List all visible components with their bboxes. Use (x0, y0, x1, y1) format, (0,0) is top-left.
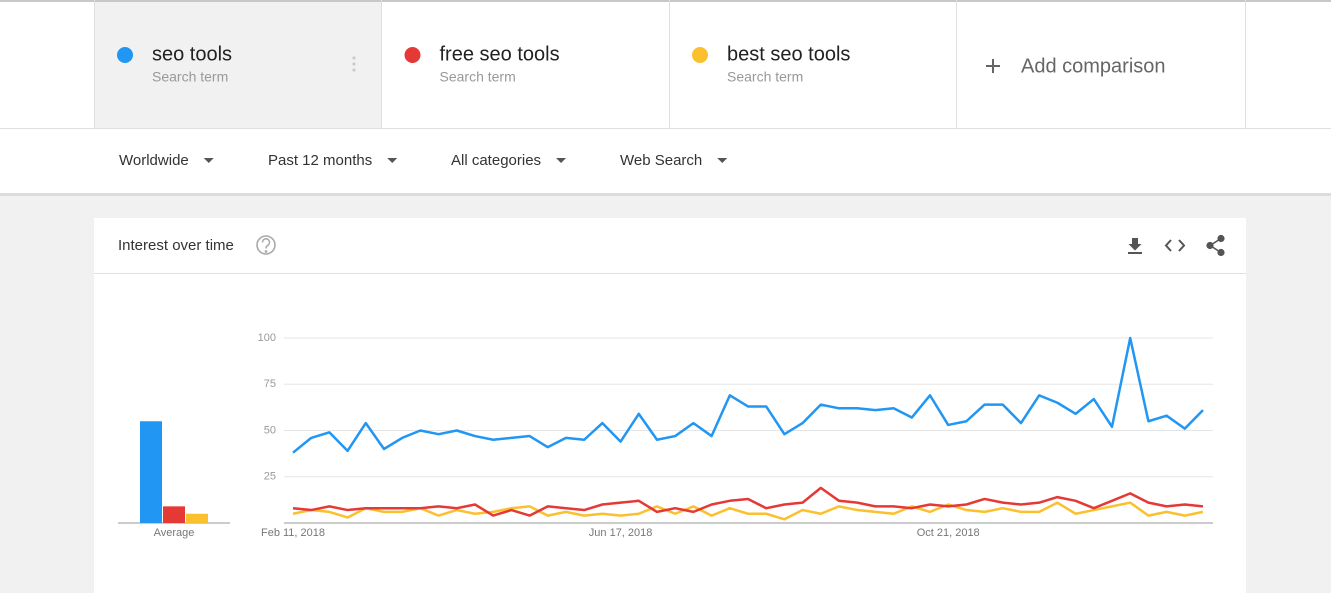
add-icon[interactable] (986, 59, 1000, 73)
dropdown-arrow (203, 158, 214, 163)
y-tick-label: 100 (258, 332, 276, 344)
term-dot (404, 47, 421, 63)
top-border (0, 0, 1331, 2)
term-dot (117, 47, 133, 63)
filter-dropdown[interactable]: Worldwide (119, 152, 189, 169)
term-type: Search term (727, 69, 803, 85)
filter-dropdown[interactable]: All categories (451, 152, 541, 169)
average-bar (140, 421, 162, 523)
average-bar (186, 513, 208, 523)
card (94, 218, 1246, 593)
y-tick-label: 75 (264, 378, 276, 390)
dropdown-arrow (717, 158, 728, 163)
average-label: Average (154, 527, 195, 539)
dropdown-arrow (556, 158, 567, 163)
term-name[interactable]: free seo tools (440, 43, 560, 65)
term-name[interactable]: seo tools (152, 43, 232, 65)
trend-line (292, 501, 1204, 521)
add-comparison[interactable]: Add comparison (1021, 55, 1166, 77)
x-tick-label: Jun 17, 2018 (589, 527, 653, 539)
trend-line (292, 336, 1204, 454)
average-bar (163, 506, 185, 523)
selected-term-cell (95, 2, 381, 128)
header-shadow (0, 193, 1331, 196)
y-tick-label: 50 (264, 424, 276, 436)
share-icon[interactable] (1206, 234, 1225, 257)
x-tick-label: Oct 21, 2018 (917, 527, 980, 539)
card-title: Interest over time (118, 237, 234, 254)
help-icon[interactable] (256, 235, 276, 255)
dropdown-arrow (387, 158, 398, 163)
x-tick-label: Feb 11, 2018 (261, 527, 325, 539)
term-type: Search term (440, 69, 516, 85)
trend-line (292, 486, 1204, 517)
term-dividers (0, 0, 1331, 129)
filter-dropdown[interactable]: Past 12 months (268, 152, 372, 169)
embed-icon[interactable] (1164, 239, 1186, 252)
y-tick-label: 25 (264, 471, 276, 483)
download-icon[interactable] (1128, 238, 1142, 254)
filter-dropdown[interactable]: Web Search (620, 152, 702, 169)
term-type: Search term (152, 69, 228, 85)
term-name[interactable]: best seo tools (727, 43, 850, 65)
term-dot (692, 47, 708, 63)
kebab-menu[interactable] (352, 56, 356, 72)
